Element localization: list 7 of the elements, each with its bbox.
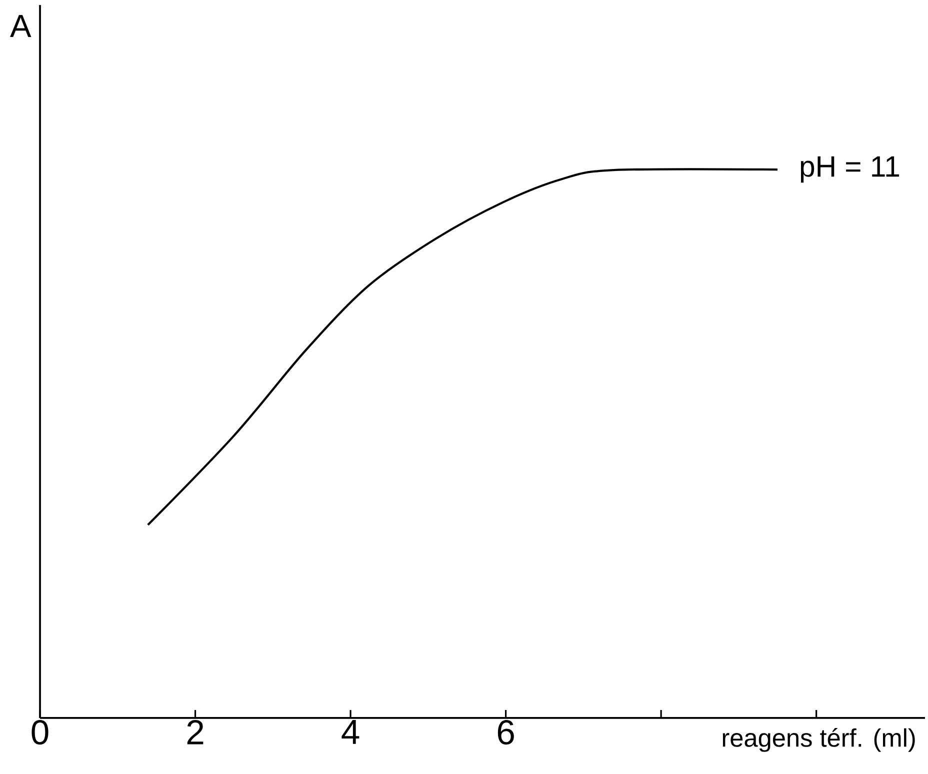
x-tick-label: 2	[187, 720, 204, 744]
x-tick-label: 6	[498, 720, 514, 745]
x-tick-label: 0	[32, 720, 48, 745]
x-tick-label: 4	[342, 720, 360, 744]
series-label: pH = 11	[800, 156, 899, 183]
x-axis-title: reagens térf. (ml)	[722, 728, 915, 752]
y-axis-title: A	[10, 15, 32, 38]
